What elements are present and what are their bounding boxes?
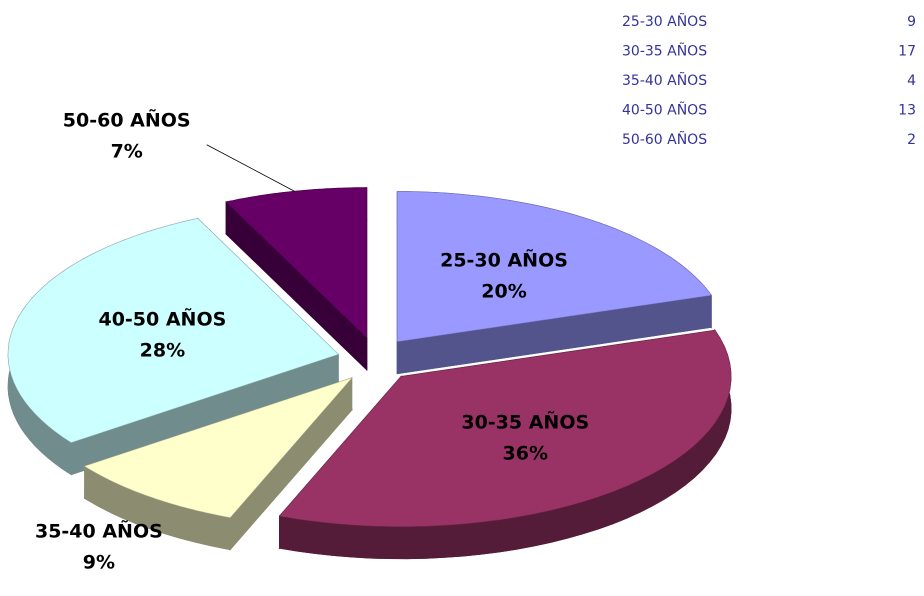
slice	[84, 377, 353, 518]
table-value: 13	[898, 103, 916, 119]
data-label-value: 36%	[503, 442, 548, 464]
data-label-category: 40-50 AÑOS	[98, 306, 226, 330]
slice-group	[225, 187, 368, 371]
data-label-value: 28%	[140, 339, 185, 361]
slice	[279, 330, 732, 527]
leader-line	[206, 144, 295, 192]
table-label: 50-60 AÑOS	[622, 131, 707, 148]
data-label-value: 9%	[83, 552, 115, 574]
slice-group	[7, 217, 340, 476]
data-label-category: 25-30 AÑOS	[440, 247, 568, 271]
slice	[7, 218, 339, 443]
table-value: 9	[907, 14, 916, 30]
data-label-value: 7%	[111, 140, 143, 162]
slice-group	[396, 191, 713, 375]
table-label: 40-50 AÑOS	[622, 102, 707, 119]
table-value: 2	[907, 132, 916, 148]
slice	[397, 191, 712, 342]
slice-group	[278, 328, 732, 560]
data-label-category: 50-60 AÑOS	[63, 107, 191, 131]
data-label-category: 30-35 AÑOS	[461, 409, 589, 433]
data-label-category: 35-40 AÑOS	[35, 519, 163, 543]
table-label: 30-35 AÑOS	[622, 43, 707, 60]
slice-group	[83, 376, 354, 551]
table-label: 35-40 AÑOS	[622, 72, 707, 89]
table-value: 17	[898, 44, 916, 60]
table-label: 25-30 AÑOS	[622, 13, 707, 30]
data-label-value: 20%	[481, 280, 526, 302]
table-value: 4	[907, 73, 916, 89]
